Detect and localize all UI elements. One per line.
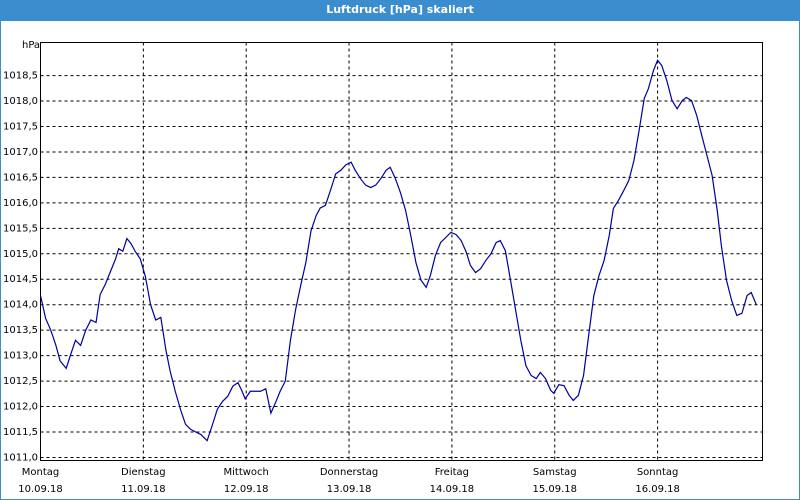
x-tick-label: Samstag (533, 467, 577, 478)
x-tick-date: 14.09.18 (430, 484, 475, 495)
x-tick-date: 12.09.18 (224, 484, 269, 495)
x-tick-label: Freitag (435, 467, 469, 478)
y-tick-label: 1016,0 (3, 198, 38, 209)
x-tick-label: Sonntag (637, 467, 679, 478)
y-tick-label: 1015,0 (3, 249, 38, 260)
y-tick-label: 1017,5 (3, 122, 38, 133)
y-tick-label: 1017,0 (3, 147, 38, 158)
y-tick-label: 1011,0 (3, 452, 38, 463)
title-bar (0, 0, 800, 20)
x-tick-date: 15.09.18 (532, 484, 577, 495)
y-tick-label: 1013,5 (3, 325, 38, 336)
x-tick-label: Donnerstag (320, 467, 378, 478)
x-tick-date: 16.09.18 (635, 484, 680, 495)
x-tick-date: 10.09.18 (18, 484, 63, 495)
y-tick-label: 1011,5 (3, 427, 38, 438)
y-tick-label: 1013,0 (3, 351, 38, 362)
chart-title: Luftdruck [hPa] skaliert (326, 3, 474, 16)
plot-area (40, 42, 763, 461)
x-tick-label: Dienstag (121, 467, 166, 478)
x-tick-date: 11.09.18 (121, 484, 166, 495)
y-tick-label: 1018,5 (3, 71, 38, 82)
y-tick-label: 1016,5 (3, 172, 38, 183)
pressure-line (39, 59, 757, 442)
x-tick-label: Montag (22, 467, 59, 478)
x-tick-date: 13.09.18 (327, 484, 372, 495)
y-tick-label: 1014,5 (3, 274, 38, 285)
y-tick-label: 1012,5 (3, 376, 38, 387)
y-tick-label: 1018,0 (3, 96, 38, 107)
y-axis-unit: hPa (22, 40, 40, 51)
y-tick-label: 1012,0 (3, 402, 38, 413)
y-tick-label: 1015,5 (3, 223, 38, 234)
y-tick-label: 1014,0 (3, 300, 38, 311)
x-tick-label: Mittwoch (224, 467, 269, 478)
